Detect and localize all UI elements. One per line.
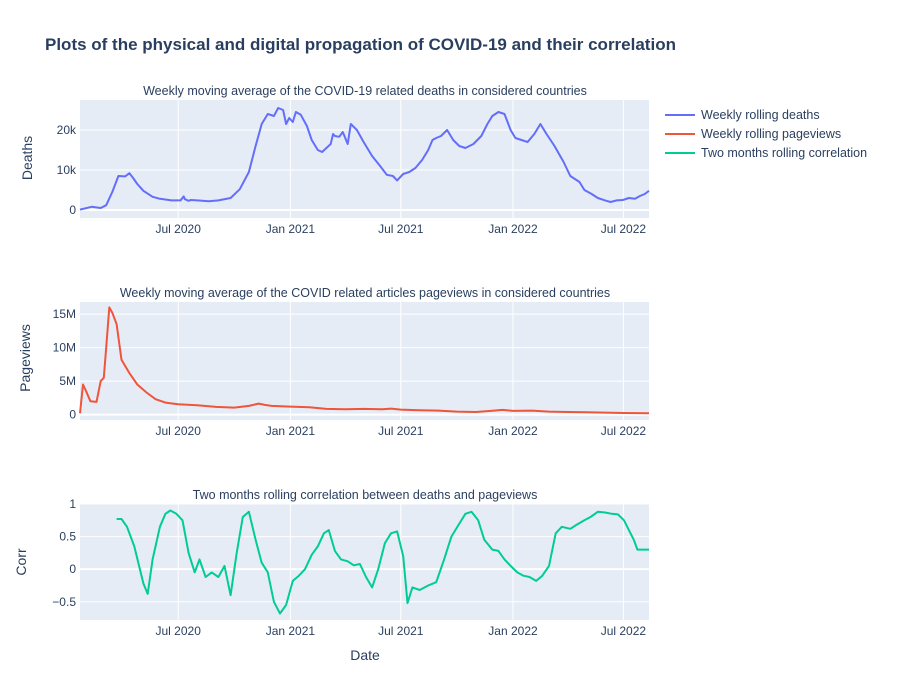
deaths-y-tick-label: 20k — [57, 123, 77, 137]
deaths-plot-area[interactable] — [80, 100, 649, 218]
deaths-x-tick-label: Jul 2020 — [156, 222, 202, 236]
legend-item-pageviews[interactable]: Weekly rolling pageviews — [665, 127, 841, 141]
pageviews-x-tick-label: Jul 2021 — [378, 424, 424, 438]
correlation-x-tick-label: Jul 2021 — [378, 624, 424, 638]
pageviews-panel: Weekly moving average of the COVID relat… — [17, 286, 650, 438]
deaths-x-tick-label: Jul 2021 — [378, 222, 424, 236]
correlation-y-tick-label: −0.5 — [52, 595, 76, 609]
deaths-y-axis-title: Deaths — [19, 136, 35, 180]
pageviews-y-tick-label: 0 — [69, 408, 76, 422]
pageviews-x-tick-label: Jul 2020 — [156, 424, 202, 438]
deaths-x-tick-label: Jul 2022 — [601, 222, 647, 236]
correlation-x-tick-label: Jan 2021 — [266, 624, 316, 638]
correlation-plot-area[interactable] — [80, 504, 649, 620]
pageviews-x-tick-label: Jul 2022 — [601, 424, 647, 438]
x-axis-title: Date — [350, 647, 380, 663]
figure-title: Plots of the physical and digital propag… — [45, 35, 676, 54]
pageviews-x-tick-label: Jan 2022 — [488, 424, 538, 438]
deaths-x-tick-label: Jan 2021 — [266, 222, 316, 236]
correlation-x-tick-label: Jul 2020 — [156, 624, 202, 638]
legend-label-pageviews: Weekly rolling pageviews — [701, 127, 841, 141]
correlation-y-tick-label: 0.5 — [59, 530, 76, 544]
deaths-y-tick-label: 0 — [69, 203, 76, 217]
pageviews-y-tick-label: 15M — [53, 307, 76, 321]
correlation-panel: Two months rolling correlation between d… — [13, 488, 649, 663]
deaths-y-tick-label: 10k — [57, 163, 77, 177]
correlation-y-tick-label: 1 — [69, 497, 76, 511]
legend-label-correlation: Two months rolling correlation — [701, 146, 867, 160]
correlation-y-tick-label: 0 — [69, 562, 76, 576]
deaths-series-line[interactable] — [79, 107, 650, 211]
legend-item-correlation[interactable]: Two months rolling correlation — [665, 146, 867, 160]
correlation-x-tick-label: Jan 2022 — [488, 624, 538, 638]
pageviews-y-tick-label: 5M — [59, 374, 76, 388]
pageviews-series-line[interactable] — [79, 306, 650, 415]
pageviews-y-axis-title: Pageviews — [17, 324, 33, 392]
correlation-series-line[interactable] — [116, 509, 649, 615]
deaths-x-tick-label: Jan 2022 — [488, 222, 538, 236]
legend: Weekly rolling deaths Weekly rolling pag… — [665, 108, 867, 160]
pageviews-panel-title: Weekly moving average of the COVID relat… — [120, 286, 610, 300]
legend-item-deaths[interactable]: Weekly rolling deaths — [665, 108, 820, 122]
deaths-panel: Weekly moving average of the COVID-19 re… — [19, 84, 650, 236]
correlation-panel-title: Two months rolling correlation between d… — [193, 488, 538, 502]
deaths-panel-title: Weekly moving average of the COVID-19 re… — [143, 84, 587, 98]
pageviews-plot-area[interactable] — [80, 302, 649, 420]
legend-label-deaths: Weekly rolling deaths — [701, 108, 820, 122]
correlation-y-axis-title: Corr — [13, 548, 29, 576]
correlation-x-tick-label: Jul 2022 — [601, 624, 647, 638]
pageviews-y-tick-label: 10M — [53, 341, 76, 355]
pageviews-x-tick-label: Jan 2021 — [266, 424, 316, 438]
